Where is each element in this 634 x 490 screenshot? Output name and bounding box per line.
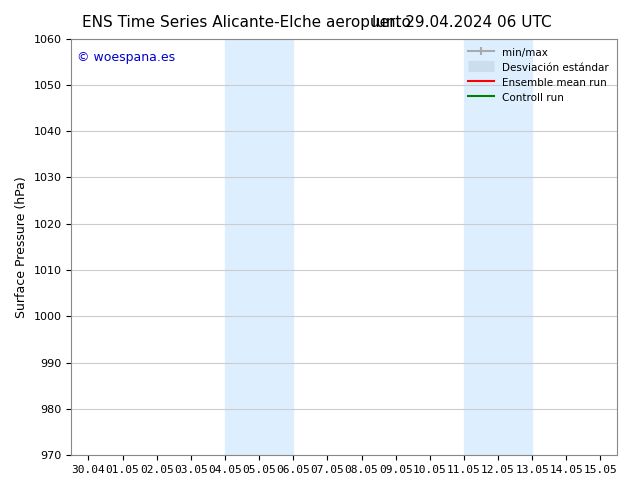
Y-axis label: Surface Pressure (hPa): Surface Pressure (hPa) — [15, 176, 28, 318]
Text: ENS Time Series Alicante-Elche aeropuerto: ENS Time Series Alicante-Elche aeropuert… — [82, 15, 411, 30]
Legend: min/max, Desviación estándar, Ensemble mean run, Controll run: min/max, Desviación estándar, Ensemble m… — [465, 44, 612, 106]
Bar — [225, 39, 294, 455]
Text: lun. 29.04.2024 06 UTC: lun. 29.04.2024 06 UTC — [372, 15, 552, 30]
Text: © woespana.es: © woespana.es — [77, 51, 175, 64]
Bar — [464, 39, 532, 455]
